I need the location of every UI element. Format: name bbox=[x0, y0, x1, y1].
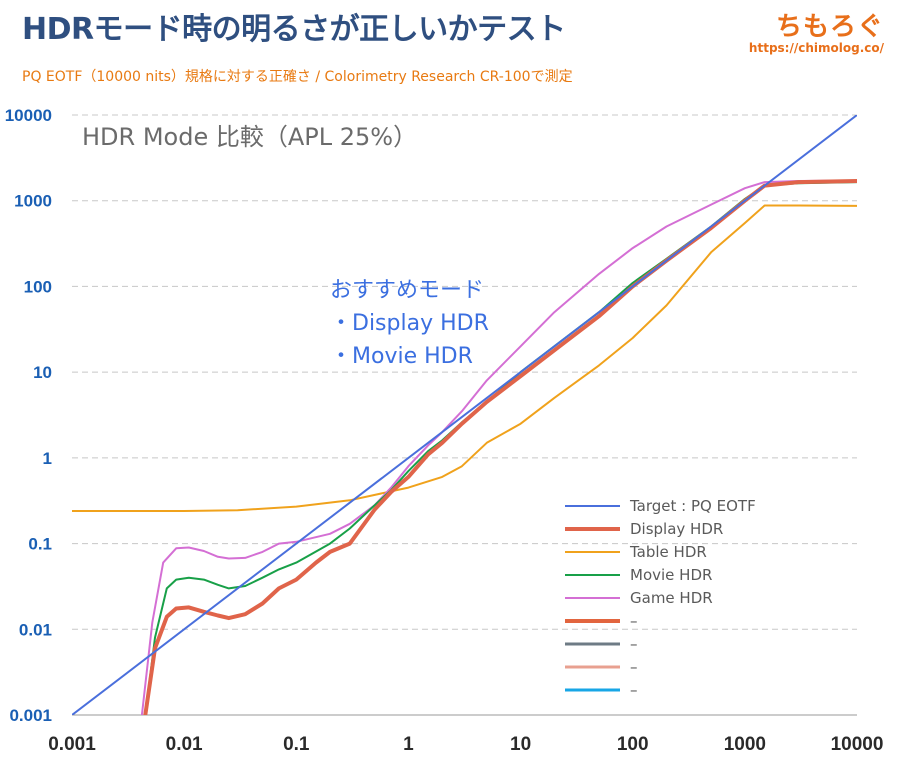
y-tick-label: 1000 bbox=[14, 192, 52, 211]
x-tick-label: 0.001 bbox=[48, 734, 96, 755]
x-tick-label: 1 bbox=[403, 734, 414, 755]
legend-label: – bbox=[630, 612, 638, 630]
page-subtitle: PQ EOTF（10000 nits）規格に対する正確さ / Colorimet… bbox=[22, 69, 573, 85]
y-tick-label: 100 bbox=[24, 277, 52, 296]
series-line bbox=[140, 179, 857, 715]
y-tick-label: 0.1 bbox=[28, 535, 52, 554]
legend-label: – bbox=[630, 658, 638, 676]
x-tick-label: 0.01 bbox=[166, 734, 203, 755]
y-tick-label: 10 bbox=[33, 363, 52, 382]
y-tick-label: 0.001 bbox=[9, 706, 52, 725]
legend-label: – bbox=[630, 681, 638, 699]
legend-label: Table HDR bbox=[629, 543, 707, 561]
brand-name: ちもろぐ bbox=[775, 12, 884, 42]
annotation-text: ・Display HDR bbox=[330, 311, 489, 336]
x-tick-label: 0.1 bbox=[283, 734, 310, 755]
annotation-text: ・Movie HDR bbox=[330, 344, 473, 369]
legend-label: – bbox=[630, 635, 638, 653]
chart-title: HDR Mode 比較（APL 25%） bbox=[82, 123, 417, 151]
brand-logo: ちもろぐ https://chimolog.co/ bbox=[749, 6, 884, 55]
x-tick-label: 10000 bbox=[831, 734, 884, 755]
page-title: HDRモード時の明るさが正しいかテスト bbox=[22, 12, 566, 47]
annotation-text: おすすめモード bbox=[330, 278, 484, 303]
y-tick-label: 0.01 bbox=[19, 620, 52, 639]
legend-label: Game HDR bbox=[630, 589, 713, 607]
series-line bbox=[72, 115, 857, 715]
legend-label: Display HDR bbox=[630, 520, 723, 538]
y-tick-label: 10000 bbox=[5, 106, 52, 125]
series-line bbox=[143, 179, 857, 715]
legend-label: Movie HDR bbox=[630, 566, 712, 584]
x-tick-label: 10 bbox=[510, 734, 531, 755]
legend-label: Target : PQ EOTF bbox=[629, 497, 756, 515]
series-line bbox=[72, 204, 857, 512]
x-tick-label: 1000 bbox=[724, 734, 766, 755]
y-tick-label: 1 bbox=[43, 449, 52, 468]
brand-url: https://chimolog.co/ bbox=[748, 41, 884, 55]
series-line bbox=[144, 181, 857, 715]
x-tick-label: 100 bbox=[617, 734, 649, 755]
